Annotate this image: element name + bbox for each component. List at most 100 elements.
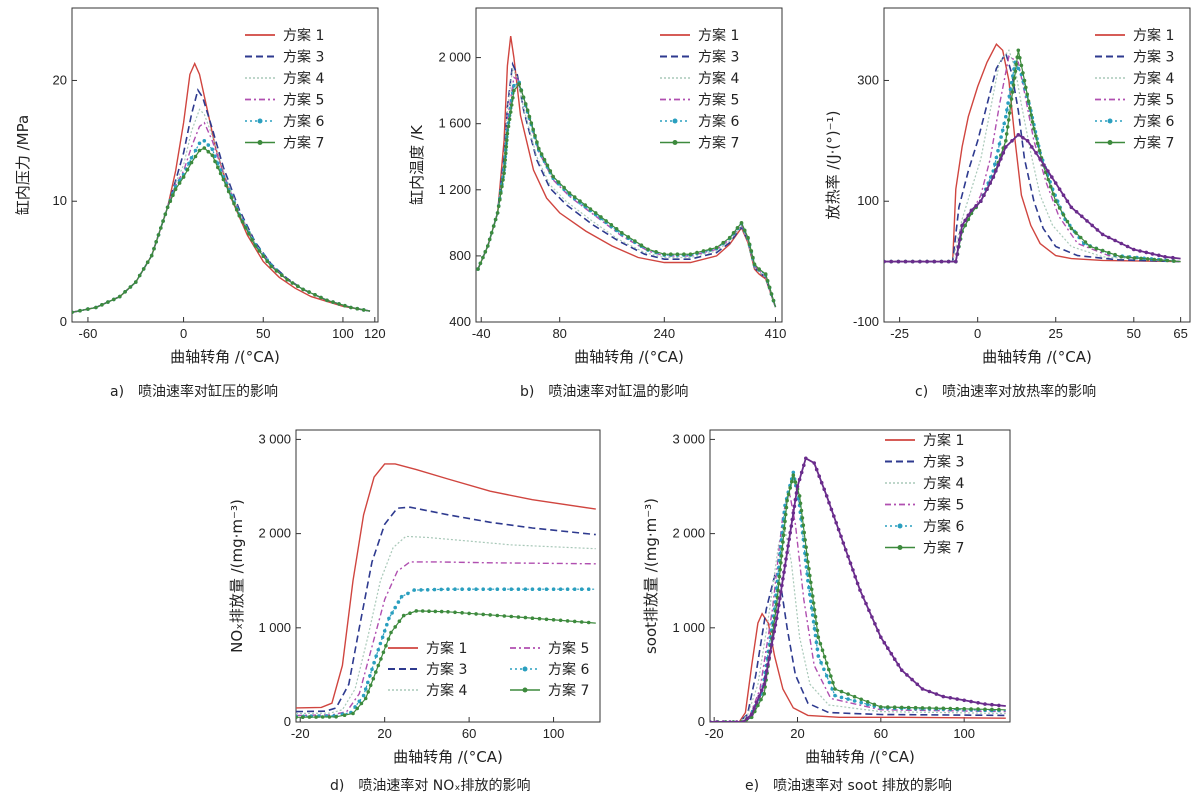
legend-marker	[897, 523, 903, 529]
series-marker	[604, 219, 608, 223]
series-marker	[168, 199, 173, 203]
series-marker	[232, 201, 236, 206]
series-marker	[906, 705, 911, 710]
series-marker	[535, 140, 539, 144]
series-marker	[493, 217, 498, 222]
series-marker	[815, 628, 820, 633]
series-marker	[145, 260, 150, 265]
x-axis-label: 曲轴转角 /(°CA)	[805, 748, 915, 766]
x-axis-label: 曲轴转角 /(°CA)	[982, 348, 1092, 366]
series-marker	[727, 235, 732, 240]
legend-label: 方案 6	[923, 518, 964, 535]
series-marker	[762, 691, 766, 696]
chart-e: -20 20 60 100 0 1 000 2 000 3 000 曲轴转角 /(°CA) soo…	[642, 429, 1011, 794]
series-marker	[481, 612, 486, 617]
series-marker	[976, 707, 980, 711]
series-marker	[774, 616, 779, 621]
series-marker	[537, 146, 541, 151]
series-marker	[1021, 136, 1025, 140]
series-marker	[831, 680, 835, 685]
series-marker	[810, 594, 815, 598]
series-marker	[177, 181, 182, 185]
series-marker	[781, 577, 785, 581]
series-marker	[915, 682, 920, 687]
series-marker	[106, 300, 110, 304]
series-marker	[614, 227, 619, 231]
series-marker	[979, 199, 983, 203]
series-marker	[991, 175, 996, 179]
series-marker	[118, 294, 122, 299]
series-marker	[1026, 99, 1031, 103]
legend-label: 方案 1	[426, 640, 467, 657]
series-marker	[827, 667, 831, 672]
series-marker	[791, 473, 796, 478]
series-marker	[843, 548, 848, 552]
legend-label: 方案 1	[698, 27, 739, 44]
series-marker	[355, 706, 360, 711]
series-line	[296, 506, 596, 713]
series-marker	[1126, 255, 1130, 260]
series-line	[72, 88, 371, 314]
series-marker	[701, 249, 706, 253]
series-marker	[714, 720, 719, 722]
series-marker	[588, 207, 593, 211]
series-marker	[799, 470, 804, 475]
legend: 方案 1 方案 3 方案 4 方案 5 方案 6 方案 7	[660, 27, 739, 152]
series-marker	[530, 587, 535, 591]
series-marker	[799, 508, 804, 513]
series-marker	[481, 255, 485, 260]
series-marker	[586, 587, 591, 591]
series-marker	[963, 223, 967, 228]
series-marker	[1057, 187, 1062, 191]
series-marker	[243, 226, 248, 230]
series-marker	[1138, 249, 1142, 253]
series-marker	[956, 245, 961, 249]
series-marker	[819, 660, 823, 665]
series-marker	[783, 519, 787, 524]
series-marker	[816, 654, 821, 658]
series-marker	[439, 587, 444, 592]
series-marker	[343, 303, 347, 308]
series-marker	[675, 252, 680, 256]
series-marker	[128, 285, 133, 289]
series-marker	[495, 587, 500, 591]
series-marker	[829, 674, 833, 678]
series-marker	[999, 135, 1003, 139]
series-line	[72, 121, 371, 313]
figure-caption: a) 喷油速率对缸压的影响	[110, 383, 278, 400]
series-marker	[1016, 66, 1021, 71]
series-marker	[767, 656, 771, 660]
series-marker	[669, 252, 673, 256]
y-tick-label: 0	[60, 314, 67, 329]
series-marker	[1090, 223, 1094, 228]
series-marker	[848, 561, 853, 565]
series-marker	[1113, 238, 1117, 243]
x-tick-label: 60	[874, 726, 888, 741]
series-marker	[822, 667, 826, 672]
series-marker	[1171, 255, 1175, 260]
series-marker	[886, 646, 890, 650]
series-marker	[481, 587, 486, 591]
series-line	[884, 51, 1181, 263]
series-marker	[565, 619, 570, 623]
series-line	[884, 133, 1181, 263]
series-marker	[512, 88, 516, 93]
legend-marker	[522, 666, 528, 672]
series-marker	[822, 487, 826, 492]
x-tick-label: 20	[790, 726, 804, 741]
legend-marker	[522, 687, 528, 693]
series-marker	[325, 298, 329, 303]
legend: 方案 1 方案 3 方案 4 方案 5 方案 6 方案 7	[388, 640, 589, 699]
series-marker	[506, 124, 511, 129]
series-marker	[507, 117, 512, 122]
series-marker	[814, 640, 819, 645]
series-marker	[913, 705, 918, 710]
series-marker	[809, 580, 813, 585]
series-marker	[565, 587, 570, 591]
series-marker	[903, 259, 908, 264]
series-marker	[1030, 145, 1034, 149]
plot-frame	[475, 7, 783, 323]
series-marker	[496, 204, 501, 209]
series-marker	[892, 657, 897, 661]
